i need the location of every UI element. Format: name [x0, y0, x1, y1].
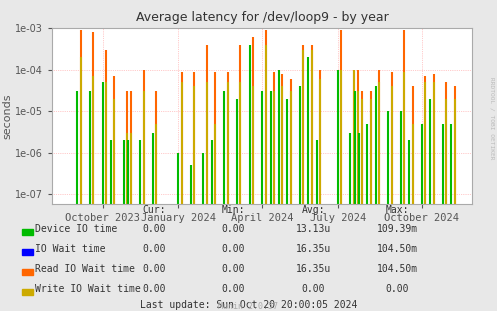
- Y-axis label: seconds: seconds: [2, 93, 12, 139]
- Text: Avg:: Avg:: [301, 205, 325, 215]
- Text: Munin 2.0.57: Munin 2.0.57: [219, 302, 278, 311]
- Text: 0.00: 0.00: [142, 284, 166, 294]
- Text: Last update: Sun Oct 20 20:00:05 2024: Last update: Sun Oct 20 20:00:05 2024: [140, 300, 357, 310]
- Text: 0.00: 0.00: [222, 284, 246, 294]
- Text: 16.35u: 16.35u: [296, 244, 331, 254]
- Text: Cur:: Cur:: [142, 205, 166, 215]
- Text: Min:: Min:: [222, 205, 246, 215]
- Text: 0.00: 0.00: [386, 284, 410, 294]
- Text: Max:: Max:: [386, 205, 410, 215]
- Text: 0.00: 0.00: [142, 244, 166, 254]
- Text: 0.00: 0.00: [142, 224, 166, 234]
- Text: 13.13u: 13.13u: [296, 224, 331, 234]
- Text: 0.00: 0.00: [301, 284, 325, 294]
- Text: 0.00: 0.00: [222, 244, 246, 254]
- Text: Device IO time: Device IO time: [35, 224, 117, 234]
- Text: 104.50m: 104.50m: [377, 244, 418, 254]
- Text: 0.00: 0.00: [222, 224, 246, 234]
- Text: 0.00: 0.00: [142, 264, 166, 274]
- Text: Write IO Wait time: Write IO Wait time: [35, 284, 141, 294]
- Text: 16.35u: 16.35u: [296, 264, 331, 274]
- Text: IO Wait time: IO Wait time: [35, 244, 105, 254]
- Text: 0.00: 0.00: [222, 264, 246, 274]
- Title: Average latency for /dev/loop9 - by year: Average latency for /dev/loop9 - by year: [136, 11, 389, 24]
- Text: 104.50m: 104.50m: [377, 264, 418, 274]
- Text: 109.39m: 109.39m: [377, 224, 418, 234]
- Text: RRDTOOL / TOBI OETIKER: RRDTOOL / TOBI OETIKER: [490, 77, 495, 160]
- Text: Read IO Wait time: Read IO Wait time: [35, 264, 135, 274]
